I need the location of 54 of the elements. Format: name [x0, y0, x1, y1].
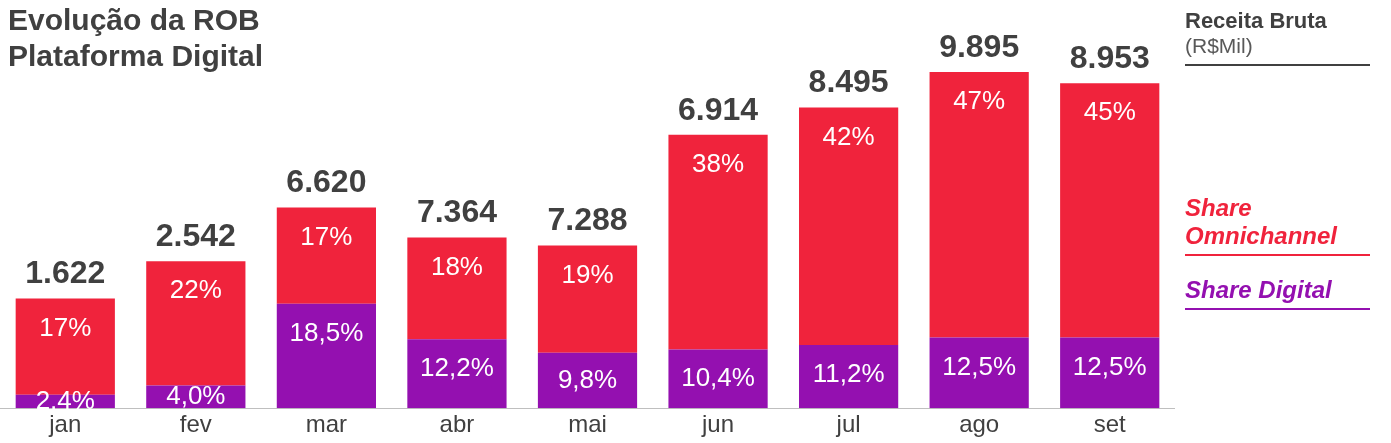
x-tick-label: jun	[701, 410, 735, 438]
annotation: 1.622	[25, 254, 106, 291]
data-label: 4,0%	[166, 380, 226, 411]
bar	[668, 349, 768, 409]
bar	[799, 107, 899, 345]
annotation: 8.953	[1069, 39, 1150, 76]
legend-title: Receita Bruta	[1185, 8, 1328, 34]
x-tick-label: mar	[305, 410, 348, 438]
data-label: 10,4%	[681, 361, 755, 392]
data-label: 38%	[692, 147, 745, 178]
x-tick-label: set	[1093, 410, 1127, 438]
data-label: 17%	[39, 311, 92, 342]
bar	[929, 72, 1029, 338]
x-tick-label: jul	[835, 410, 861, 438]
x-tick-label: fev	[179, 410, 212, 438]
bar	[799, 344, 899, 409]
bar	[537, 245, 638, 353]
bar	[1060, 337, 1160, 409]
data-label: 45%	[1083, 96, 1136, 127]
annotation: 7.364	[416, 193, 498, 230]
text: (R$Mil)	[1185, 34, 1370, 66]
data-label: 17%	[300, 220, 353, 251]
data-label: 18%	[430, 250, 483, 281]
annotation: 9.895	[939, 27, 1020, 64]
annotation: 6.914	[678, 90, 759, 127]
x-tick-label: mai	[568, 410, 607, 438]
data-label: 18,5%	[289, 316, 364, 347]
annotation: 7.288	[547, 201, 628, 238]
data-label: 12,2%	[420, 352, 494, 383]
bar	[407, 339, 507, 409]
x-tick-label: abr	[439, 410, 475, 438]
data-label: 22%	[169, 274, 222, 305]
data-label: 47%	[953, 85, 1006, 116]
bar	[146, 261, 246, 386]
bar	[276, 303, 376, 409]
bar	[668, 134, 768, 350]
series-label: Share Omnichannel	[1185, 194, 1370, 256]
bar	[537, 352, 638, 409]
bar	[929, 337, 1029, 409]
data-label: 19%	[561, 258, 614, 289]
data-label: 12,5%	[942, 350, 1017, 381]
data-label: 42%	[822, 120, 875, 151]
x-tick-label: ago	[959, 410, 1000, 438]
data-label: 12,5%	[1072, 350, 1147, 381]
bar	[276, 207, 376, 304]
series-label: Share Digital	[1185, 276, 1370, 310]
annotation: 2.542	[155, 217, 236, 254]
bar	[407, 237, 507, 340]
bar	[1060, 83, 1160, 338]
data-label: 9,8%	[557, 363, 618, 394]
annotation: 6.620	[286, 163, 367, 200]
data-label: 11,2%	[812, 358, 885, 389]
chart-title: Evolução da ROB Plataforma Digital	[8, 2, 265, 74]
annotation: 8.495	[808, 63, 889, 100]
